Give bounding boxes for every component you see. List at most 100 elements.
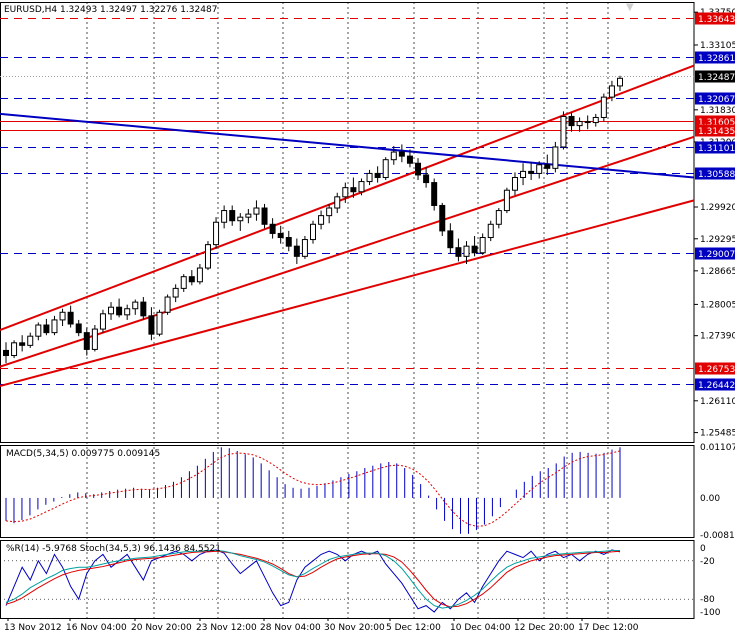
price-label-tag <box>695 141 735 154</box>
candle-body <box>172 287 179 298</box>
price-label-text: 1.32487 <box>698 73 735 83</box>
candle-body <box>511 176 518 191</box>
candle-body <box>35 324 42 337</box>
candle-body <box>398 151 405 157</box>
candle-body <box>390 151 397 161</box>
candle-body <box>576 121 583 127</box>
candle-body <box>221 210 228 223</box>
candle-body <box>124 308 131 316</box>
time-axis-label: 12 Dec 20:00 <box>514 623 575 633</box>
candle-body <box>544 164 551 169</box>
candle-body <box>415 162 422 176</box>
candle-body <box>108 306 115 315</box>
candle-body <box>342 187 349 198</box>
candle-body <box>301 239 308 257</box>
price-label-text: 1.33643 <box>698 15 735 25</box>
price-label-text: 1.32067 <box>698 95 735 105</box>
price-label-text: 1.29007 <box>698 250 735 260</box>
candle-body <box>261 207 268 225</box>
candle-body <box>608 85 615 98</box>
candle-body <box>277 232 284 239</box>
channel-line[interactable] <box>0 64 695 332</box>
candle-body <box>374 172 381 178</box>
candle-body <box>99 313 106 330</box>
price-label-text: 1.31435 <box>698 127 735 137</box>
candle-body <box>382 159 389 178</box>
price-label-tag <box>695 70 735 83</box>
candle-body <box>455 247 462 257</box>
candle-body <box>568 115 575 127</box>
price-label-tag <box>695 362 735 375</box>
candle-body <box>479 237 486 254</box>
channel-line[interactable] <box>0 199 695 388</box>
candle-body <box>43 324 50 334</box>
candle-body <box>584 121 591 124</box>
candle-body <box>180 276 187 289</box>
candle-body <box>487 223 494 239</box>
macd-label: MACD(5,34,5) 0.009775 0.009145 <box>6 449 160 459</box>
candle-body <box>140 301 147 317</box>
candle-body <box>463 245 470 257</box>
price-axis-label: 1.28665 <box>700 267 735 277</box>
candle-body <box>196 267 203 283</box>
candle-body <box>83 332 90 350</box>
candle-body <box>245 213 252 218</box>
time-axis-label: 16 Nov 04:00 <box>66 623 127 633</box>
time-axis-label: 5 Dec 12:00 <box>386 623 441 633</box>
oscillator-axis-label: -80 <box>700 595 715 605</box>
candle-body <box>471 245 478 254</box>
price-axis-label: 1.29920 <box>700 203 735 213</box>
candle-body <box>600 96 607 118</box>
price-label-tag <box>695 378 735 391</box>
candle-body <box>326 207 333 217</box>
candle-body <box>423 174 430 184</box>
candle-body <box>3 349 9 357</box>
chart-shift-icon[interactable]: ▼ <box>626 2 634 13</box>
candle-body <box>75 323 82 334</box>
candle-body <box>59 311 66 321</box>
candle-body <box>495 210 502 225</box>
candle-body <box>310 223 316 241</box>
candle-body <box>116 306 123 316</box>
price-label-text: 1.31605 <box>698 118 735 128</box>
time-axis-label: 23 Nov 12:00 <box>196 623 257 633</box>
stoch-main-line <box>5 550 620 609</box>
candle-body <box>503 189 510 212</box>
time-axis-label: 10 Dec 04:00 <box>450 623 511 633</box>
price-label-tag <box>695 247 735 260</box>
time-axis-label: 30 Nov 20:00 <box>324 623 385 633</box>
price-label-text: 1.31101 <box>698 144 735 154</box>
price-axis-label: 1.31830 <box>700 106 735 116</box>
trendline[interactable] <box>0 112 695 179</box>
candle-body <box>293 245 300 257</box>
time-axis-label: 17 Dec 12:00 <box>578 623 639 633</box>
price-label-text: 1.26753 <box>698 365 735 375</box>
time-axis-label: 28 Nov 04:00 <box>260 623 321 633</box>
candle-body <box>285 237 292 247</box>
candle-body <box>447 230 454 249</box>
time-axis-label: 13 Nov 2012 <box>4 623 62 633</box>
oscillator-axis-label: -100 <box>700 608 721 618</box>
macd-axis-label: 0.011077 <box>700 443 735 453</box>
candle-body <box>156 311 163 335</box>
stoch-signal-line <box>5 550 621 608</box>
candle-body <box>213 221 220 246</box>
candle-body <box>358 181 365 193</box>
price-axis-label: 1.29295 <box>700 235 735 245</box>
candle-body <box>204 244 211 269</box>
candle-body <box>439 204 446 232</box>
price-label-text: 1.32861 <box>698 54 735 64</box>
time-axis-label: 20 Nov 20:00 <box>131 623 192 633</box>
price-label-tag <box>695 124 735 137</box>
channel-line[interactable] <box>0 135 695 368</box>
candle-body <box>91 328 98 350</box>
chart-header: EURUSD,H4 1.32493 1.32497 1.32276 1.3248… <box>4 5 217 15</box>
macd-panel <box>0 445 695 538</box>
candle-body <box>560 115 567 148</box>
macd-signal-line <box>5 450 621 527</box>
candle-body <box>431 182 438 206</box>
candle-body <box>350 187 357 193</box>
price-axis-label: 1.33105 <box>700 41 735 51</box>
